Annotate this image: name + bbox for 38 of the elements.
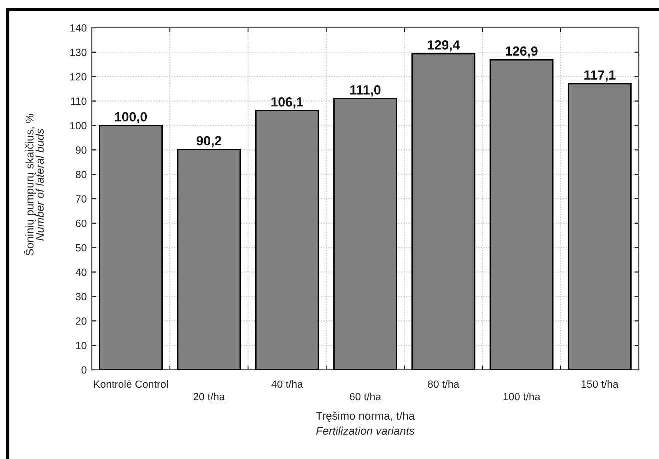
data-label: 90,2: [196, 136, 222, 148]
y-tick-label: 110: [71, 98, 87, 106]
x-axis-title: Tręšimo norma, t/ha Fertilization variants: [316, 412, 415, 435]
data-label: 129,4: [428, 40, 460, 52]
x-tick-label: Kontrolė Control: [94, 380, 168, 388]
bar: [99, 125, 164, 370]
data-label: 100,0: [115, 112, 148, 124]
data-label: 117,1: [584, 70, 616, 82]
bar: [255, 110, 320, 370]
x-tick-label: 80 t/ha: [428, 380, 460, 388]
bar: [177, 148, 242, 370]
bar: [412, 53, 476, 370]
y-tick-label: 30: [76, 293, 87, 301]
y-tick-label: 10: [76, 342, 87, 350]
y-tick-label: 130: [70, 48, 87, 56]
data-label: 126,9: [506, 46, 538, 58]
y-tick-label: 70: [76, 196, 87, 203]
x-tick-label: 100 t/ha: [504, 392, 541, 401]
y-tick-label: 90: [76, 146, 87, 154]
x-tick-label: 40 t/ha: [272, 380, 304, 388]
x-tick-label: 60 t/ha: [350, 392, 382, 401]
data-label: 106,1: [272, 97, 304, 109]
x-tick-label: 150 t/ha: [582, 380, 619, 388]
x-tick-label: 20 t/ha: [194, 392, 226, 401]
bar: [490, 59, 554, 370]
y-tick-label: 80: [76, 171, 87, 178]
y-tick-label: 120: [70, 73, 87, 81]
y-tick-label: 140: [70, 24, 87, 32]
y-tick-label: 60: [76, 220, 87, 228]
y-tick-label: 100: [70, 122, 87, 130]
y-axis-title: Šoninių pumpurų skaičius, % Number of lateral buds: [24, 114, 44, 256]
bar: [334, 98, 398, 370]
y-tick-label: 40: [76, 268, 87, 276]
y-tick-label: 0: [82, 366, 87, 374]
y-tick-label: 50: [76, 244, 87, 252]
bar: [568, 83, 632, 370]
data-label: 111,0: [350, 86, 381, 97]
y-tick-label: 20: [76, 318, 87, 326]
